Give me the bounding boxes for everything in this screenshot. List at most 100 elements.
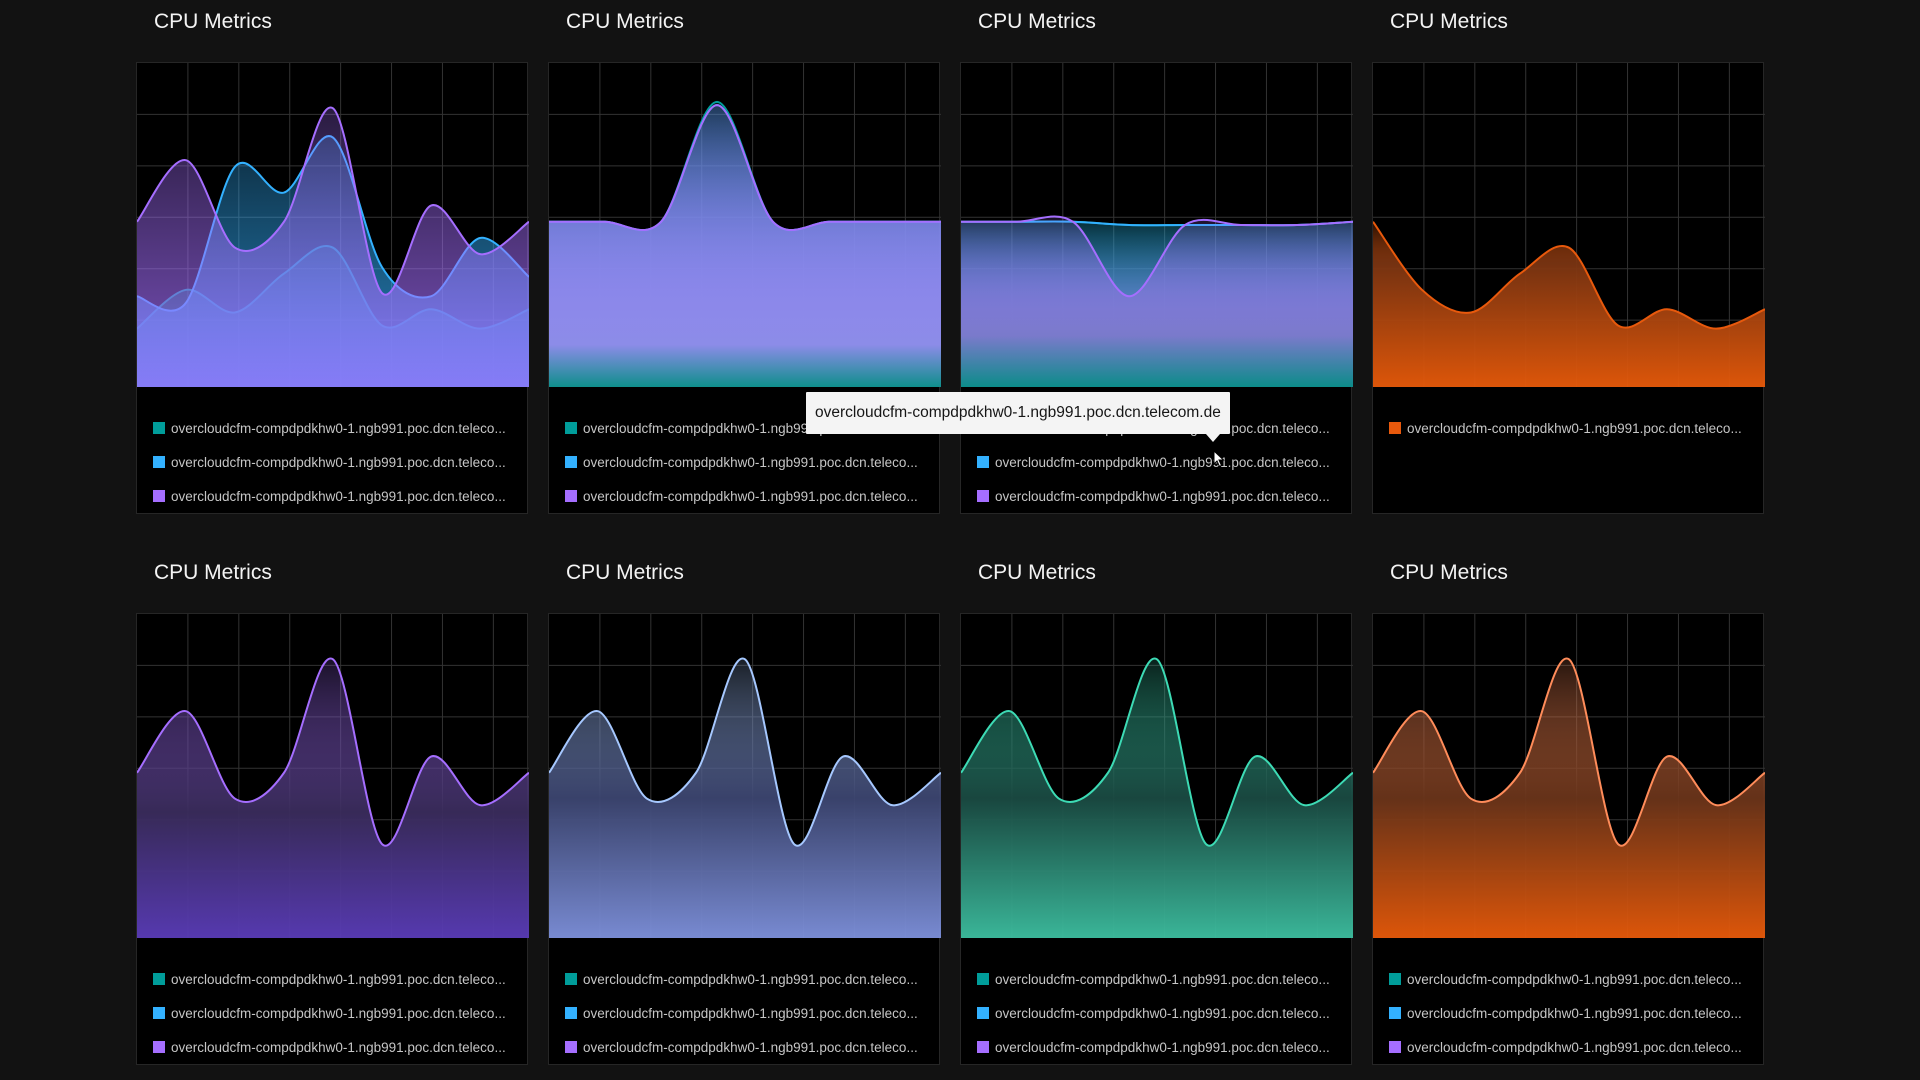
legend-label: overcloudcfm-compdpdkhw0-1.ngb991.poc.dc… xyxy=(583,971,918,987)
legend-item[interactable]: overcloudcfm-compdpdkhw0-1.ngb991.poc.dc… xyxy=(977,479,1347,513)
chart-panel[interactable]: overcloudcfm-compdpdkhw0-1.ngb991.poc.dc… xyxy=(1372,613,1765,1065)
area-chart[interactable] xyxy=(1373,614,1765,938)
series-line xyxy=(137,106,529,296)
legend-item[interactable]: overcloudcfm-compdpdkhw0-1.ngb991.poc.dc… xyxy=(1389,996,1759,1030)
legend-swatch xyxy=(153,490,165,502)
legend-item[interactable]: overcloudcfm-compdpdkhw0-1.ngb991.poc.dc… xyxy=(565,411,935,445)
chart-panel[interactable]: overcloudcfm-compdpdkhw0-1.ngb991.poc.dc… xyxy=(136,613,529,1065)
chart-title: CPU Metrics xyxy=(1390,561,1508,584)
legend-swatch xyxy=(977,1007,989,1019)
legend-item[interactable]: overcloudcfm-compdpdkhw0-1.ngb991.poc.dc… xyxy=(565,445,935,479)
mouse-cursor-icon xyxy=(1213,450,1225,468)
legend-swatch xyxy=(153,422,165,434)
series-area xyxy=(961,658,1353,938)
chart-panel[interactable]: overcloudcfm-compdpdkhw0-1.ngb991.poc.dc… xyxy=(136,62,529,514)
legend-label: overcloudcfm-compdpdkhw0-1.ngb991.poc.dc… xyxy=(171,454,506,470)
legend-label: overcloudcfm-compdpdkhw0-1.ngb991.poc.dc… xyxy=(995,1039,1330,1055)
legend-item[interactable]: overcloudcfm-compdpdkhw0-1.ngb991.poc.dc… xyxy=(565,962,935,996)
chart-title: CPU Metrics xyxy=(566,10,684,33)
chart-legend: overcloudcfm-compdpdkhw0-1.ngb991.poc.dc… xyxy=(1389,411,1759,445)
legend-swatch xyxy=(565,1041,577,1053)
legend-item[interactable]: overcloudcfm-compdpdkhw0-1.ngb991.poc.dc… xyxy=(153,962,523,996)
tooltip-text: overcloudcfm-compdpdkhw0-1.ngb991.poc.dc… xyxy=(815,404,1221,421)
legend-label: overcloudcfm-compdpdkhw0-1.ngb991.poc.dc… xyxy=(1407,420,1742,436)
series-line xyxy=(549,104,941,232)
series-area xyxy=(1373,221,1765,387)
chart-panel[interactable]: overcloudcfm-compdpdkhw0-1.ngb991.poc.dc… xyxy=(960,62,1353,514)
area-chart[interactable] xyxy=(961,614,1353,938)
area-chart[interactable] xyxy=(549,614,941,938)
legend-label: overcloudcfm-compdpdkhw0-1.ngb991.poc.dc… xyxy=(995,971,1330,987)
series-line xyxy=(137,657,529,847)
chart-legend: overcloudcfm-compdpdkhw0-1.ngb991.poc.dc… xyxy=(1389,962,1759,1064)
legend-swatch xyxy=(153,973,165,985)
legend-item[interactable]: overcloudcfm-compdpdkhw0-1.ngb991.poc.dc… xyxy=(1389,1030,1759,1064)
legend-item[interactable]: overcloudcfm-compdpdkhw0-1.ngb991.poc.dc… xyxy=(977,996,1347,1030)
chart-legend: overcloudcfm-compdpdkhw0-1.ngb991.poc.dc… xyxy=(153,962,523,1064)
legend-label: overcloudcfm-compdpdkhw0-1.ngb991.poc.dc… xyxy=(995,488,1330,504)
legend-item[interactable]: overcloudcfm-compdpdkhw0-1.ngb991.poc.dc… xyxy=(1389,411,1759,445)
legend-label: overcloudcfm-compdpdkhw0-1.ngb991.poc.dc… xyxy=(583,1005,918,1021)
series-area xyxy=(137,658,529,938)
legend-label: overcloudcfm-compdpdkhw0-1.ngb991.poc.dc… xyxy=(995,454,1330,470)
chart-panel[interactable]: overcloudcfm-compdpdkhw0-1.ngb991.poc.dc… xyxy=(548,62,941,514)
legend-item[interactable]: overcloudcfm-compdpdkhw0-1.ngb991.poc.dc… xyxy=(977,1030,1347,1064)
legend-swatch xyxy=(565,490,577,502)
legend-label: overcloudcfm-compdpdkhw0-1.ngb991.poc.dc… xyxy=(171,488,506,504)
legend-swatch xyxy=(1389,1007,1401,1019)
legend-item[interactable]: overcloudcfm-compdpdkhw0-1.ngb991.poc.dc… xyxy=(153,411,523,445)
legend-label: overcloudcfm-compdpdkhw0-1.ngb991.poc.dc… xyxy=(1407,1005,1742,1021)
legend-item[interactable]: overcloudcfm-compdpdkhw0-1.ngb991.poc.dc… xyxy=(977,962,1347,996)
legend-swatch xyxy=(977,490,989,502)
legend-item[interactable]: overcloudcfm-compdpdkhw0-1.ngb991.poc.dc… xyxy=(565,996,935,1030)
legend-swatch xyxy=(153,1007,165,1019)
area-chart[interactable] xyxy=(549,63,941,387)
chart-title: CPU Metrics xyxy=(978,561,1096,584)
legend-item[interactable]: overcloudcfm-compdpdkhw0-1.ngb991.poc.dc… xyxy=(565,1030,935,1064)
chart-title: CPU Metrics xyxy=(154,561,272,584)
legend-item[interactable]: overcloudcfm-compdpdkhw0-1.ngb991.poc.dc… xyxy=(153,445,523,479)
chart-title: CPU Metrics xyxy=(154,10,272,33)
legend-swatch xyxy=(565,973,577,985)
legend-item[interactable]: overcloudcfm-compdpdkhw0-1.ngb991.poc.dc… xyxy=(977,445,1347,479)
legend-label: overcloudcfm-compdpdkhw0-1.ngb991.poc.dc… xyxy=(171,1039,506,1055)
legend-item[interactable]: overcloudcfm-compdpdkhw0-1.ngb991.poc.dc… xyxy=(153,479,523,513)
series-area xyxy=(1373,658,1765,938)
legend-swatch xyxy=(565,422,577,434)
series-area xyxy=(549,658,941,938)
legend-swatch xyxy=(153,456,165,468)
legend-label: overcloudcfm-compdpdkhw0-1.ngb991.poc.dc… xyxy=(171,420,506,436)
chart-title: CPU Metrics xyxy=(978,10,1096,33)
chart-title: CPU Metrics xyxy=(1390,10,1508,33)
legend-item[interactable]: overcloudcfm-compdpdkhw0-1.ngb991.poc.dc… xyxy=(153,996,523,1030)
series-area xyxy=(549,105,941,387)
area-chart[interactable] xyxy=(1373,63,1765,387)
legend-label: overcloudcfm-compdpdkhw0-1.ngb991.poc.dc… xyxy=(583,1039,918,1055)
legend-swatch xyxy=(1389,973,1401,985)
legend-label: overcloudcfm-compdpdkhw0-1.ngb991.poc.dc… xyxy=(171,1005,506,1021)
chart-panel[interactable]: overcloudcfm-compdpdkhw0-1.ngb991.poc.dc… xyxy=(548,613,941,1065)
legend-label: overcloudcfm-compdpdkhw0-1.ngb991.poc.dc… xyxy=(583,454,918,470)
area-chart[interactable] xyxy=(961,63,1353,387)
series-area xyxy=(961,216,1353,387)
series-line xyxy=(1373,657,1765,847)
legend-label: overcloudcfm-compdpdkhw0-1.ngb991.poc.dc… xyxy=(171,971,506,987)
legend-item[interactable]: overcloudcfm-compdpdkhw0-1.ngb991.poc.dc… xyxy=(153,1030,523,1064)
chart-legend: overcloudcfm-compdpdkhw0-1.ngb991.poc.dc… xyxy=(565,962,935,1064)
legend-item[interactable]: overcloudcfm-compdpdkhw0-1.ngb991.poc.dc… xyxy=(1389,962,1759,996)
series-line xyxy=(961,215,1353,298)
legend-swatch xyxy=(1389,422,1401,434)
legend-label: overcloudcfm-compdpdkhw0-1.ngb991.poc.dc… xyxy=(1407,971,1742,987)
series-line xyxy=(1373,221,1765,330)
legend-swatch xyxy=(565,456,577,468)
legend-swatch xyxy=(977,456,989,468)
legend-swatch xyxy=(977,1041,989,1053)
chart-legend: overcloudcfm-compdpdkhw0-1.ngb991.poc.dc… xyxy=(977,962,1347,1064)
chart-panel[interactable]: overcloudcfm-compdpdkhw0-1.ngb991.poc.dc… xyxy=(1372,62,1765,514)
area-chart[interactable] xyxy=(137,63,529,387)
chart-panel[interactable]: overcloudcfm-compdpdkhw0-1.ngb991.poc.dc… xyxy=(960,613,1353,1065)
series-area xyxy=(137,107,529,387)
area-chart[interactable] xyxy=(137,614,529,938)
legend-item[interactable]: overcloudcfm-compdpdkhw0-1.ngb991.poc.dc… xyxy=(565,479,935,513)
legend-label: overcloudcfm-compdpdkhw0-1.ngb991.poc.dc… xyxy=(583,488,918,504)
